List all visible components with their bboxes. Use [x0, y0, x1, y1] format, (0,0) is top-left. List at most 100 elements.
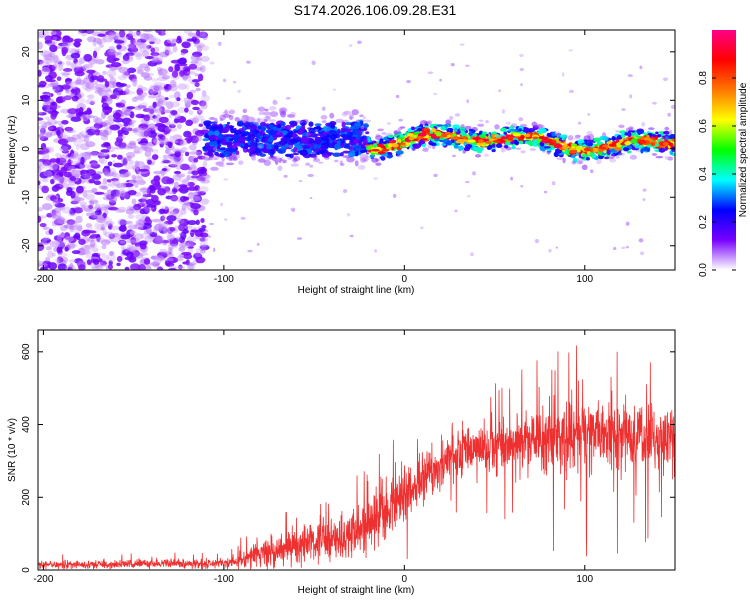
spectral-blob: [67, 153, 73, 158]
spectral-blob: [100, 149, 110, 153]
spectral-blob: [439, 78, 443, 82]
spectral-blob: [154, 263, 160, 267]
spectral-blob: [85, 212, 95, 217]
spectral-blob: [38, 180, 41, 186]
spectral-blob: [176, 123, 182, 130]
spectral-blob: [163, 220, 174, 225]
spectral-blob: [140, 72, 151, 78]
spectral-blob: [145, 226, 152, 235]
spectral-blob: [668, 142, 674, 146]
spectral-blob: [82, 63, 94, 68]
spectral-blob: [268, 124, 274, 129]
spectral-blob: [179, 163, 190, 171]
spectral-blob: [167, 246, 174, 251]
spectral-blob: [554, 144, 563, 148]
spectral-blob: [160, 30, 165, 36]
spectral-blob: [70, 62, 77, 69]
spectral-blob: [131, 96, 139, 103]
spectral-blob: [65, 89, 71, 94]
spectral-blob: [133, 38, 142, 46]
spectral-blob: [660, 133, 665, 136]
spectral-blob: [505, 121, 511, 125]
spectral-blob: [86, 128, 96, 136]
spectral-blob: [243, 144, 249, 150]
spectral-blob: [177, 83, 187, 90]
spectral-blob: [64, 94, 74, 100]
spectral-blob: [41, 237, 47, 245]
spectral-blob: [65, 78, 73, 82]
spectral-blob: [311, 60, 316, 65]
spectral-blob: [217, 41, 222, 46]
spectral-blob: [188, 155, 194, 163]
spectral-blob: [163, 84, 172, 90]
spectral-blob: [340, 127, 346, 133]
spectral-blob: [148, 85, 159, 94]
spectral-blob: [178, 264, 183, 270]
spectral-blob: [178, 188, 183, 192]
spectral-blob: [56, 129, 61, 136]
spectral-blob: [186, 98, 193, 106]
spectral-blob: [518, 140, 524, 145]
spectral-blob: [629, 154, 637, 160]
spectral-blob: [121, 184, 127, 188]
spectral-blob: [136, 87, 144, 96]
spectral-blob: [467, 139, 476, 143]
spectral-blob: [140, 249, 148, 254]
spectral-blob: [195, 151, 202, 157]
spectral-blob: [107, 207, 119, 211]
spectral-blob: [427, 120, 433, 125]
spectral-blob: [155, 104, 163, 112]
spectral-blob: [195, 149, 203, 156]
spectral-blob: [108, 233, 116, 240]
spectral-blob: [199, 244, 210, 249]
spectral-blob: [96, 234, 101, 242]
spectral-blob: [616, 142, 622, 148]
spectral-blob: [471, 171, 477, 176]
spectral-blob: [123, 183, 134, 188]
spectral-blob: [187, 181, 195, 187]
spectral-blob: [159, 208, 166, 215]
spectral-blob: [576, 160, 583, 165]
spectral-blob: [568, 49, 573, 52]
spectral-blob: [172, 173, 182, 181]
spectral-blob: [290, 122, 298, 127]
spectral-blob: [53, 36, 58, 40]
spectral-blob: [122, 54, 130, 62]
spectral-blob: [129, 120, 135, 128]
spectral-blob: [123, 191, 130, 200]
spectral-blob: [38, 243, 45, 252]
spectral-blob: [80, 156, 85, 165]
spectral-blob: [329, 139, 333, 144]
spectral-blob: [240, 216, 246, 220]
spectral-blob: [71, 169, 82, 178]
spectral-blob: [128, 43, 137, 51]
spectral-blob: [561, 146, 569, 150]
spectral-blob: [44, 121, 53, 126]
spectral-blob: [44, 55, 56, 61]
spectral-blob: [371, 148, 380, 152]
spectral-blob: [295, 120, 304, 124]
spectral-blob: [185, 262, 197, 266]
spectral-blob: [94, 265, 104, 270]
spectral-blob: [42, 91, 51, 95]
spectral-blob: [102, 196, 114, 201]
spectral-blob: [137, 252, 149, 256]
spectral-blob: [307, 139, 314, 144]
spectral-blob: [190, 54, 201, 62]
spectral-blob: [378, 141, 384, 145]
spectrogram-heatmap: [38, 30, 675, 270]
spectral-blob: [127, 189, 137, 196]
spectral-blob: [277, 165, 283, 171]
spectral-blob: [167, 256, 179, 264]
spectral-blob: [491, 131, 497, 135]
spectral-blob: [224, 218, 228, 221]
spectral-blob: [130, 37, 136, 45]
spectral-blob: [89, 200, 95, 207]
spectral-blob: [195, 30, 201, 37]
spectral-blob: [78, 247, 90, 256]
spectral-blob: [520, 134, 525, 140]
spectral-blob: [670, 104, 675, 109]
spectral-blob: [180, 232, 187, 240]
spectral-blob: [156, 76, 168, 82]
spectral-blob: [128, 160, 135, 164]
